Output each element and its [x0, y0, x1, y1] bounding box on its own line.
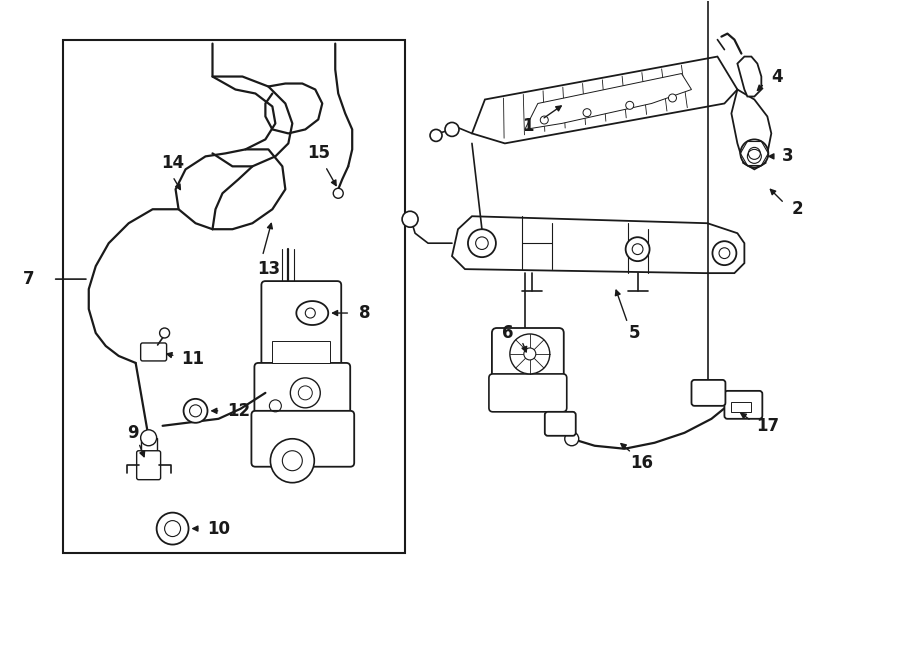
- Text: 1: 1: [522, 118, 534, 136]
- Text: 5: 5: [629, 324, 641, 342]
- Circle shape: [333, 188, 343, 198]
- Circle shape: [540, 116, 548, 124]
- Circle shape: [713, 241, 736, 265]
- FancyBboxPatch shape: [489, 374, 567, 412]
- Circle shape: [157, 513, 189, 545]
- Circle shape: [270, 439, 314, 483]
- Text: 14: 14: [161, 155, 184, 173]
- Text: 17: 17: [756, 417, 778, 435]
- Text: 7: 7: [23, 270, 35, 288]
- Circle shape: [669, 94, 677, 102]
- Text: 11: 11: [181, 350, 204, 368]
- Bar: [273, 341, 330, 363]
- Circle shape: [430, 130, 442, 141]
- Text: 12: 12: [227, 402, 250, 420]
- Text: 2: 2: [791, 200, 803, 218]
- FancyBboxPatch shape: [544, 412, 576, 436]
- Polygon shape: [525, 73, 691, 130]
- Text: 16: 16: [630, 453, 653, 472]
- Circle shape: [524, 348, 536, 360]
- Circle shape: [510, 334, 550, 374]
- Bar: [140, 438, 157, 453]
- Circle shape: [741, 139, 769, 167]
- Text: 13: 13: [256, 260, 280, 278]
- Circle shape: [159, 328, 169, 338]
- Text: 10: 10: [207, 520, 230, 537]
- Text: 15: 15: [307, 144, 329, 163]
- Polygon shape: [296, 301, 328, 325]
- Circle shape: [291, 378, 320, 408]
- Circle shape: [626, 237, 650, 261]
- FancyBboxPatch shape: [261, 281, 341, 377]
- FancyBboxPatch shape: [137, 451, 160, 480]
- Circle shape: [184, 399, 208, 423]
- Circle shape: [140, 430, 157, 446]
- Polygon shape: [737, 57, 761, 97]
- Circle shape: [626, 101, 634, 109]
- FancyBboxPatch shape: [255, 363, 350, 423]
- Text: 8: 8: [359, 304, 371, 322]
- Polygon shape: [743, 143, 766, 169]
- FancyBboxPatch shape: [724, 391, 762, 419]
- FancyBboxPatch shape: [691, 380, 725, 406]
- FancyBboxPatch shape: [140, 343, 166, 361]
- Polygon shape: [452, 216, 744, 273]
- Circle shape: [583, 108, 591, 116]
- Polygon shape: [472, 57, 737, 143]
- Circle shape: [468, 229, 496, 257]
- Circle shape: [445, 122, 459, 136]
- Circle shape: [565, 432, 579, 446]
- Text: 9: 9: [127, 424, 139, 442]
- Text: 3: 3: [781, 147, 793, 165]
- FancyBboxPatch shape: [492, 328, 563, 386]
- Bar: [732, 402, 752, 412]
- Text: 4: 4: [771, 67, 783, 85]
- Circle shape: [402, 212, 418, 227]
- FancyBboxPatch shape: [251, 411, 355, 467]
- Bar: [63, 40, 405, 553]
- Polygon shape: [732, 89, 771, 163]
- Text: 6: 6: [502, 324, 514, 342]
